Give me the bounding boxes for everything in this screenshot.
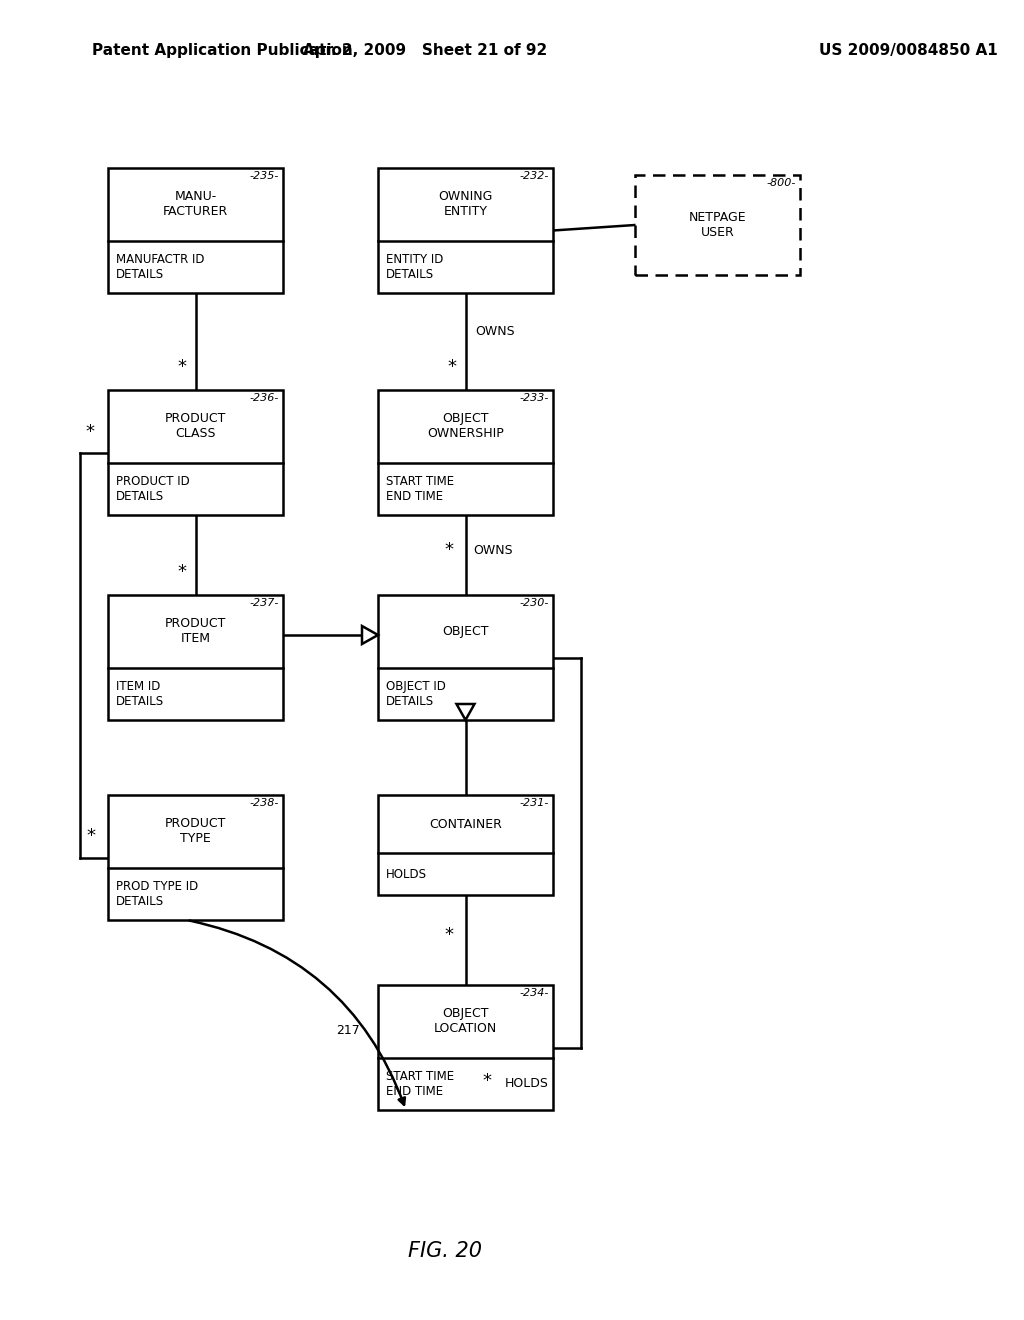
Text: -235-: -235- bbox=[250, 172, 279, 181]
Text: FIG. 20: FIG. 20 bbox=[409, 1241, 482, 1262]
Text: PRODUCT
TYPE: PRODUCT TYPE bbox=[165, 817, 226, 845]
Text: *: * bbox=[444, 541, 454, 558]
FancyArrowPatch shape bbox=[189, 920, 404, 1105]
Text: Patent Application Publication: Patent Application Publication bbox=[92, 42, 353, 58]
Bar bbox=[108, 389, 283, 515]
Text: *: * bbox=[177, 358, 186, 376]
Text: -800-: -800- bbox=[767, 178, 796, 187]
Text: *: * bbox=[85, 422, 94, 441]
Text: *: * bbox=[447, 358, 456, 376]
Bar bbox=[108, 595, 283, 719]
Text: OWNING
ENTITY: OWNING ENTITY bbox=[438, 190, 493, 218]
Bar bbox=[108, 795, 283, 920]
Text: -234-: -234- bbox=[519, 987, 549, 998]
Text: *: * bbox=[177, 564, 186, 581]
Text: MANUFACTR ID
DETAILS: MANUFACTR ID DETAILS bbox=[116, 252, 205, 281]
Bar bbox=[378, 389, 553, 515]
Text: START TIME
END TIME: START TIME END TIME bbox=[386, 1069, 454, 1098]
Bar bbox=[108, 168, 283, 293]
Text: PRODUCT ID
DETAILS: PRODUCT ID DETAILS bbox=[116, 475, 189, 503]
Text: OBJECT
OWNERSHIP: OBJECT OWNERSHIP bbox=[427, 412, 504, 441]
Text: ITEM ID
DETAILS: ITEM ID DETAILS bbox=[116, 680, 164, 708]
Text: US 2009/0084850 A1: US 2009/0084850 A1 bbox=[819, 42, 998, 58]
Bar bbox=[378, 985, 553, 1110]
Text: OBJECT
LOCATION: OBJECT LOCATION bbox=[434, 1007, 497, 1035]
Text: -233-: -233- bbox=[519, 393, 549, 403]
Text: -236-: -236- bbox=[250, 393, 279, 403]
Text: NETPAGE
USER: NETPAGE USER bbox=[689, 211, 746, 239]
Text: OBJECT: OBJECT bbox=[442, 624, 488, 638]
Text: HOLDS: HOLDS bbox=[386, 867, 427, 880]
Text: ENTITY ID
DETAILS: ENTITY ID DETAILS bbox=[386, 252, 443, 281]
Text: HOLDS: HOLDS bbox=[505, 1077, 549, 1090]
Text: *: * bbox=[86, 828, 95, 846]
Bar bbox=[378, 168, 553, 293]
Text: CONTAINER: CONTAINER bbox=[429, 817, 502, 830]
Text: PRODUCT
CLASS: PRODUCT CLASS bbox=[165, 412, 226, 441]
Polygon shape bbox=[457, 704, 474, 719]
Text: START TIME
END TIME: START TIME END TIME bbox=[386, 475, 454, 503]
Text: -232-: -232- bbox=[519, 172, 549, 181]
Polygon shape bbox=[362, 626, 378, 644]
Text: OWNS: OWNS bbox=[473, 544, 513, 557]
Text: PROD TYPE ID
DETAILS: PROD TYPE ID DETAILS bbox=[116, 879, 199, 908]
Bar bbox=[378, 795, 553, 895]
Text: PRODUCT
ITEM: PRODUCT ITEM bbox=[165, 618, 226, 645]
Text: *: * bbox=[482, 1072, 492, 1090]
Text: -230-: -230- bbox=[519, 598, 549, 609]
Bar bbox=[635, 176, 800, 275]
Bar bbox=[378, 595, 553, 719]
Text: -237-: -237- bbox=[250, 598, 279, 609]
Text: -231-: -231- bbox=[519, 799, 549, 808]
Text: Apr. 2, 2009   Sheet 21 of 92: Apr. 2, 2009 Sheet 21 of 92 bbox=[303, 42, 547, 58]
Text: -238-: -238- bbox=[250, 799, 279, 808]
Text: OBJECT ID
DETAILS: OBJECT ID DETAILS bbox=[386, 680, 445, 708]
Text: MANU-
FACTURER: MANU- FACTURER bbox=[163, 190, 228, 218]
Text: *: * bbox=[444, 927, 454, 944]
Text: 217: 217 bbox=[336, 1023, 360, 1036]
Text: OWNS: OWNS bbox=[475, 325, 515, 338]
